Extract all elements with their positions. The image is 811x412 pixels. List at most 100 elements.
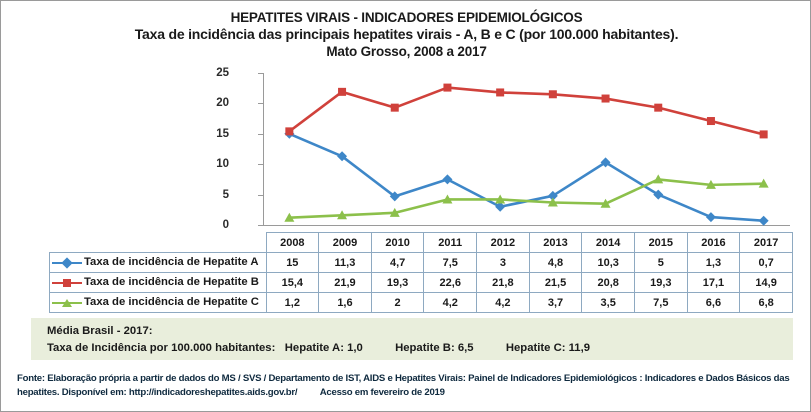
series-1 <box>284 128 769 226</box>
y-tick-label: 10 <box>216 158 229 171</box>
cell-2013: 3,7 <box>528 292 583 313</box>
cell-2010: 19,3 <box>370 272 425 293</box>
data-point <box>547 197 558 207</box>
data-point <box>284 212 295 222</box>
cell-2014: 10,3 <box>581 252 635 273</box>
cell-2010: 2 <box>370 292 425 313</box>
cell-2011: 22,6 <box>423 272 478 293</box>
data-point <box>653 189 664 200</box>
legend-entry-3: Taxa de incidência de Hepatite C <box>49 292 267 313</box>
y-tick-mark <box>258 73 263 74</box>
table-row: Taxa de incidência de Hepatite A 15 11,3 4,… <box>49 252 793 273</box>
y-tick-label: 20 <box>216 97 229 110</box>
cell-2011: 7,5 <box>423 252 478 273</box>
data-point <box>758 178 769 188</box>
legend-marker-triangle-icon <box>52 297 82 309</box>
y-tick-label: 15 <box>216 127 229 140</box>
column-header-2010: 2010 <box>370 232 425 253</box>
footer-source-url[interactable]: hepatites. Disponível em: http://indicad… <box>17 386 298 398</box>
cell-2013: 21,5 <box>528 272 583 293</box>
data-point <box>495 194 506 204</box>
data-point <box>338 87 347 96</box>
cell-2016: 1,3 <box>686 252 741 273</box>
cell-2009: 11,3 <box>318 252 372 273</box>
series-line <box>288 132 764 223</box>
legend-marker-diamond-icon <box>52 256 82 269</box>
cell-2013: 4,8 <box>528 252 583 273</box>
data-point <box>442 194 453 204</box>
footer-access-date: Acesso em fevereiro de 2019 <box>319 386 445 398</box>
cell-2009: 1,6 <box>318 292 372 313</box>
data-point <box>705 179 716 189</box>
y-tick-mark <box>258 164 263 166</box>
data-point <box>495 201 506 212</box>
data-point <box>548 90 557 99</box>
y-tick-label: 25 <box>216 67 229 79</box>
table-header: 2008 2009 2010 2011 2012 2013 2014 2015 2016 2017 <box>49 232 793 253</box>
cell-2011: 4,2 <box>423 292 478 313</box>
column-header-2014: 2014 <box>581 232 635 253</box>
page-title: HEPATITES VIRAIS - INDICADORES EPIDEMIOL… <box>230 10 583 25</box>
cell-2012: 4,2 <box>476 292 530 313</box>
data-point <box>496 88 505 97</box>
series-line <box>289 178 764 220</box>
data-point <box>285 127 294 136</box>
cell-2009: 21,9 <box>318 272 372 293</box>
data-point <box>653 174 664 184</box>
cell-2016: 6,6 <box>686 292 741 313</box>
table-body: Taxa de incidência de Hepatite A 15 11,3 4,… <box>49 252 793 313</box>
y-tick-mark <box>258 133 263 135</box>
series-2 <box>285 83 768 139</box>
cell-2008: 1,2 <box>265 292 320 313</box>
series-line <box>288 86 764 136</box>
table-row: Taxa de incidência de Hepatite C 1,2 1,6 2 4… <box>49 292 793 313</box>
cell-2008: 15,4 <box>265 272 320 293</box>
chart-series-layer <box>284 83 769 226</box>
legend-header-spacer <box>49 232 267 253</box>
column-header-2017: 2017 <box>739 232 793 253</box>
cell-2010: 4,7 <box>370 252 425 273</box>
data-point <box>600 157 611 168</box>
note-values: Taxa de Incidência por 100.000 habitante… <box>47 340 793 357</box>
source-footer: Fonte: Elaboração própria a partir de da… <box>17 372 807 399</box>
legend-entry-2: Taxa de incidência de Hepatite B <box>49 272 267 293</box>
data-point <box>547 190 558 201</box>
legend-label: Taxa de incidência de Hepatite B <box>84 276 259 289</box>
y-tick-label: 0 <box>222 219 229 231</box>
average-brazil-note: Média Brasil - 2017: Taxa de Incidência … <box>31 318 793 360</box>
data-point <box>390 103 399 112</box>
data-point <box>443 83 452 92</box>
column-header-2015: 2015 <box>633 232 688 253</box>
cell-2012: 21,8 <box>476 272 530 293</box>
data-point <box>759 130 768 139</box>
data-point <box>337 151 348 162</box>
cell-2016: 17,1 <box>686 272 741 293</box>
legend-symbol <box>63 278 71 287</box>
legend-label: Taxa de incidência de Hepatite A <box>84 256 259 269</box>
x-axis <box>263 225 790 226</box>
cell-2014: 20,8 <box>581 272 635 293</box>
y-tick-mark <box>258 225 263 226</box>
note-values-prefix: Taxa de Incidência por 100.000 habitante… <box>47 342 276 354</box>
y-tick-mark <box>258 194 263 196</box>
cell-2015: 5 <box>633 252 688 273</box>
legend-label: Taxa de incidência de Hepatite C <box>84 296 259 309</box>
data-point <box>706 117 715 126</box>
data-point <box>389 191 400 202</box>
cell-2012: 3 <box>476 252 530 273</box>
cell-2014: 3,5 <box>581 292 635 313</box>
column-header-2008: 2008 <box>265 232 320 253</box>
data-point <box>758 215 769 226</box>
data-point <box>601 94 610 103</box>
column-header-2009: 2009 <box>318 232 372 253</box>
cell-2017: 14,9 <box>739 272 793 293</box>
legend-symbol <box>61 256 73 269</box>
cell-2015: 7,5 <box>633 292 688 313</box>
legend-symbol <box>62 298 72 307</box>
column-header-2011: 2011 <box>423 232 478 253</box>
y-tick-label: 5 <box>222 188 229 201</box>
data-table: 2008 2009 2010 2011 2012 2013 2014 2015 2016 2017… <box>49 232 793 313</box>
cell-2017: 6,8 <box>739 292 793 313</box>
footer-line-1: Fonte: Elaboração própria a partir de da… <box>17 373 790 384</box>
